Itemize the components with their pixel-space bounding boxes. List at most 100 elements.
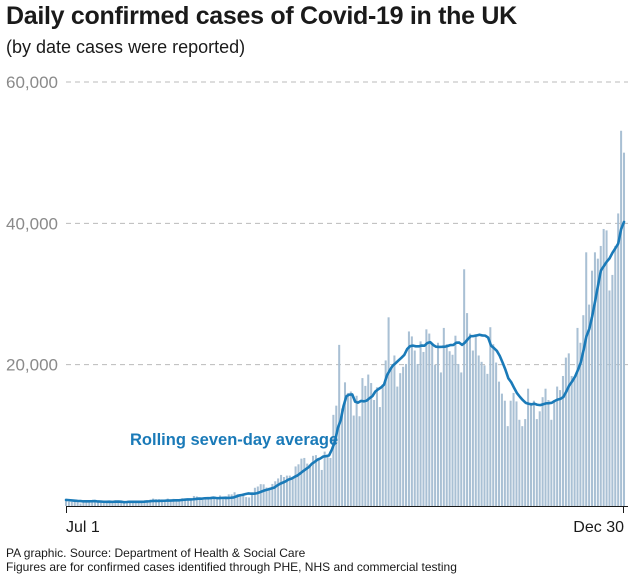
daily-bar <box>370 383 373 506</box>
daily-bar <box>143 501 146 506</box>
daily-bar <box>512 392 515 506</box>
daily-bar <box>297 464 300 506</box>
daily-bar <box>422 351 425 506</box>
daily-bar <box>294 466 297 506</box>
daily-bar <box>428 333 431 506</box>
daily-bar <box>547 400 550 506</box>
daily-bar <box>605 230 608 506</box>
daily-bar <box>387 317 390 506</box>
daily-bar <box>96 501 99 506</box>
footer: PA graphic. Source: Department of Health… <box>6 546 457 574</box>
daily-bar <box>364 385 367 506</box>
daily-bar <box>425 329 428 506</box>
daily-bar <box>134 500 137 506</box>
daily-bar <box>468 333 471 506</box>
daily-bar <box>413 350 416 506</box>
methodology-note: Figures are for confirmed cases identifi… <box>6 560 457 574</box>
daily-bar <box>483 365 486 506</box>
daily-bar <box>564 357 567 506</box>
daily-bar <box>155 499 158 506</box>
daily-bar <box>477 355 480 506</box>
daily-bar <box>529 402 533 506</box>
daily-bar <box>332 414 335 506</box>
daily-bar <box>620 130 623 506</box>
daily-bar <box>76 502 79 506</box>
gridlines <box>66 81 628 366</box>
daily-bar <box>419 341 422 506</box>
daily-bar <box>358 416 361 506</box>
daily-bar <box>527 388 530 506</box>
daily-bar <box>242 493 245 506</box>
daily-bar <box>314 455 317 506</box>
daily-bar <box>210 497 213 506</box>
daily-bar <box>416 363 419 506</box>
chart-title: Daily confirmed cases of Covid-19 in the… <box>6 2 517 30</box>
daily-bar <box>373 400 376 506</box>
daily-bar <box>585 252 588 506</box>
daily-bar <box>70 501 73 506</box>
daily-bar <box>152 498 155 506</box>
x-tick-label-start: Jul 1 <box>66 519 100 536</box>
daily-bar <box>329 457 332 506</box>
daily-bar <box>189 498 192 506</box>
daily-bar <box>306 463 309 506</box>
daily-bar <box>407 331 410 506</box>
daily-bar <box>195 496 198 506</box>
daily-bar <box>253 487 256 506</box>
daily-bar <box>146 500 149 506</box>
daily-bar <box>471 350 474 506</box>
daily-bar <box>79 503 82 506</box>
daily-bar <box>576 327 579 506</box>
x-tick-label-end: Dec 30 <box>573 519 624 536</box>
daily-bar <box>521 426 524 506</box>
y-tick-label: 60,000 <box>6 73 58 92</box>
daily-bar <box>367 374 370 506</box>
daily-bar <box>198 497 201 506</box>
daily-bar <box>591 270 594 506</box>
rolling-average-line <box>64 220 626 504</box>
daily-bar <box>213 499 216 506</box>
daily-bar <box>556 386 559 506</box>
daily-bar <box>219 495 222 506</box>
daily-bar <box>617 213 620 506</box>
daily-bar <box>466 313 469 506</box>
daily-bar <box>163 500 166 506</box>
daily-bar <box>611 274 614 506</box>
daily-bar <box>378 407 381 506</box>
daily-bar <box>288 475 291 506</box>
daily-bar <box>105 502 108 506</box>
daily-bar <box>567 353 570 506</box>
daily-bar <box>384 360 387 506</box>
daily-bar <box>187 498 190 506</box>
daily-bar <box>157 499 161 506</box>
daily-bar <box>239 494 242 506</box>
daily-bar <box>614 245 617 506</box>
daily-bar <box>608 290 611 506</box>
daily-bar <box>405 363 408 506</box>
daily-bar <box>271 483 274 506</box>
daily-bar <box>274 481 277 506</box>
daily-bar <box>73 501 76 506</box>
daily-bar <box>259 484 262 506</box>
daily-bar <box>140 501 143 506</box>
daily-bar <box>500 393 503 506</box>
daily-bar <box>169 499 172 506</box>
daily-bar <box>503 400 506 506</box>
daily-bar <box>108 501 111 506</box>
daily-bar <box>88 501 91 506</box>
daily-bar <box>120 501 123 506</box>
daily-bar <box>323 451 326 506</box>
daily-bar <box>277 478 280 506</box>
daily-bar <box>166 498 169 506</box>
daily-bar <box>570 375 573 506</box>
daily-bar <box>250 492 254 506</box>
daily-bar <box>602 228 605 507</box>
daily-bar <box>262 484 265 506</box>
daily-bar <box>114 500 117 506</box>
daily-bar <box>518 419 521 506</box>
daily-bar <box>317 457 320 506</box>
daily-bar <box>474 336 477 506</box>
daily-bar <box>588 304 591 506</box>
daily-bar <box>346 392 349 506</box>
daily-bar <box>245 497 248 506</box>
